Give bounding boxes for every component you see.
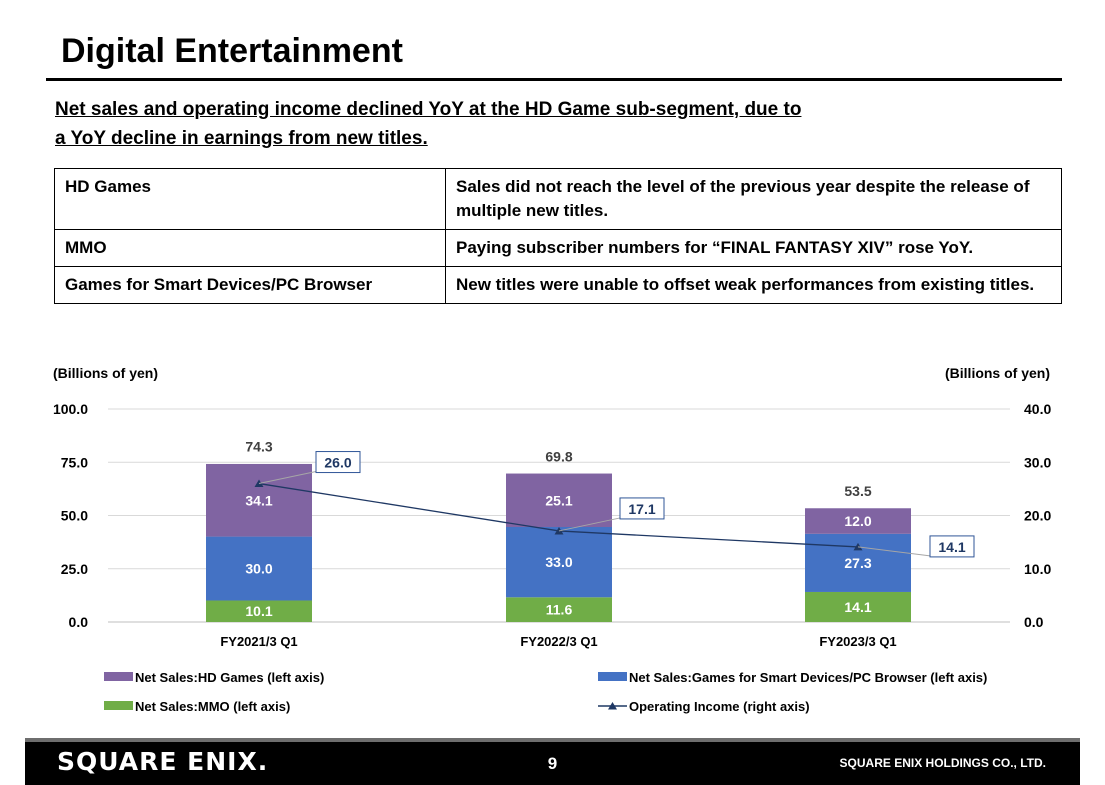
category-label: FY2022/3 Q1 — [520, 634, 597, 649]
left-tick-label: 100.0 — [53, 401, 88, 417]
callout-box — [619, 497, 665, 520]
title-divider — [46, 78, 1062, 81]
category-label: FY2023/3 Q1 — [819, 634, 896, 649]
left-tick-label: 0.0 — [69, 614, 89, 630]
right-tick-label: 10.0 — [1024, 561, 1051, 577]
square-enix-logo: SQUARE ENIX. — [57, 747, 269, 776]
bar-value-label: 27.3 — [844, 555, 871, 571]
bar-value-label: 30.0 — [245, 561, 272, 577]
right-tick-label: 40.0 — [1024, 401, 1051, 417]
left-tick-label: 25.0 — [61, 561, 88, 577]
page-subtitle: Net sales and operating income declined … — [55, 95, 875, 153]
note-cell: Paying subscriber numbers for “FINAL FAN… — [445, 229, 1062, 267]
callout-box — [929, 535, 975, 558]
legend-label: Net Sales:MMO (left axis) — [135, 699, 290, 714]
legend-swatch — [598, 672, 627, 681]
right-axis-label: (Billions of yen) — [945, 365, 1050, 381]
callout-leader — [558, 517, 621, 532]
bar-total-label: 53.5 — [844, 483, 871, 499]
left-tick-label: 50.0 — [61, 508, 88, 524]
bar-segment — [506, 527, 612, 598]
operating-income-label: 17.1 — [628, 501, 655, 517]
operating-income-label: 26.0 — [324, 455, 351, 471]
bar-value-label: 10.1 — [245, 603, 272, 619]
note-cell: New titles were unable to offset weak pe… — [445, 266, 1062, 304]
bar-segment — [805, 508, 911, 534]
bar-segment — [506, 597, 612, 622]
bar-value-label: 25.1 — [545, 492, 572, 508]
page-number: 9 — [547, 754, 558, 773]
table-row: Games for Smart Devices/PC Browser New t… — [54, 266, 1062, 304]
bar-value-label: 14.1 — [844, 599, 871, 615]
table-row: MMO Paying subscriber numbers for “FINAL… — [54, 229, 1062, 267]
bar-value-label: 11.6 — [546, 602, 573, 618]
bar-segment — [206, 600, 312, 622]
legend-swatch — [104, 672, 133, 681]
callout-box — [315, 451, 361, 474]
segment-cell: HD Games — [54, 168, 446, 230]
sales-income-chart: (Billions of yen) (Billions of yen) 0.0 0.0… — [53, 365, 1052, 714]
bar-value-label: 12.0 — [844, 513, 871, 529]
segment-table: HD Games Sales did not reach the level o… — [54, 168, 1062, 304]
footer-band — [25, 738, 1080, 742]
bar-total-label: 69.8 — [545, 448, 572, 464]
legend-label: Operating Income (right axis) — [629, 699, 810, 714]
bar-value-label: 34.1 — [245, 492, 272, 508]
right-tick-label: 0.0 — [1024, 614, 1044, 630]
bar-total-label: 74.3 — [245, 439, 272, 455]
page-title: Digital Entertainment — [61, 32, 403, 70]
callout-leader — [857, 546, 931, 557]
note-cell: Sales did not reach the level of the pre… — [445, 168, 1062, 230]
table-row: HD Games Sales did not reach the level o… — [54, 168, 1062, 230]
bar-segment — [805, 591, 911, 622]
legend-swatch — [104, 701, 133, 710]
legend-marker — [608, 702, 617, 710]
right-tick-label: 20.0 — [1024, 508, 1051, 524]
legend-label: Net Sales:HD Games (left axis) — [135, 670, 324, 685]
callout-leader — [258, 471, 317, 485]
legend-label: Net Sales:Games for Smart Devices/PC Bro… — [629, 670, 987, 685]
operating-income-label: 14.1 — [938, 539, 965, 555]
left-axis-label: (Billions of yen) — [53, 365, 158, 381]
operating-income-marker — [853, 542, 863, 551]
footer-bar: SQUARE ENIX. 9 SQUARE ENIX HOLDINGS CO.,… — [25, 738, 1080, 785]
bar-segment — [206, 536, 312, 601]
subtitle-line-1: Net sales and operating income declined … — [55, 99, 802, 120]
right-tick-label: 30.0 — [1024, 454, 1051, 470]
company-name: SQUARE ENIX HOLDINGS CO., LTD. — [839, 756, 1046, 770]
subtitle-line-2: a YoY decline in earnings from new title… — [55, 128, 428, 149]
bar-segment — [506, 473, 612, 528]
left-tick-label: 75.0 — [61, 454, 88, 470]
bar-value-label: 33.0 — [545, 554, 572, 570]
category-label: FY2021/3 Q1 — [220, 634, 297, 649]
segment-cell: Games for Smart Devices/PC Browser — [54, 266, 446, 304]
segment-cell: MMO — [54, 229, 446, 267]
